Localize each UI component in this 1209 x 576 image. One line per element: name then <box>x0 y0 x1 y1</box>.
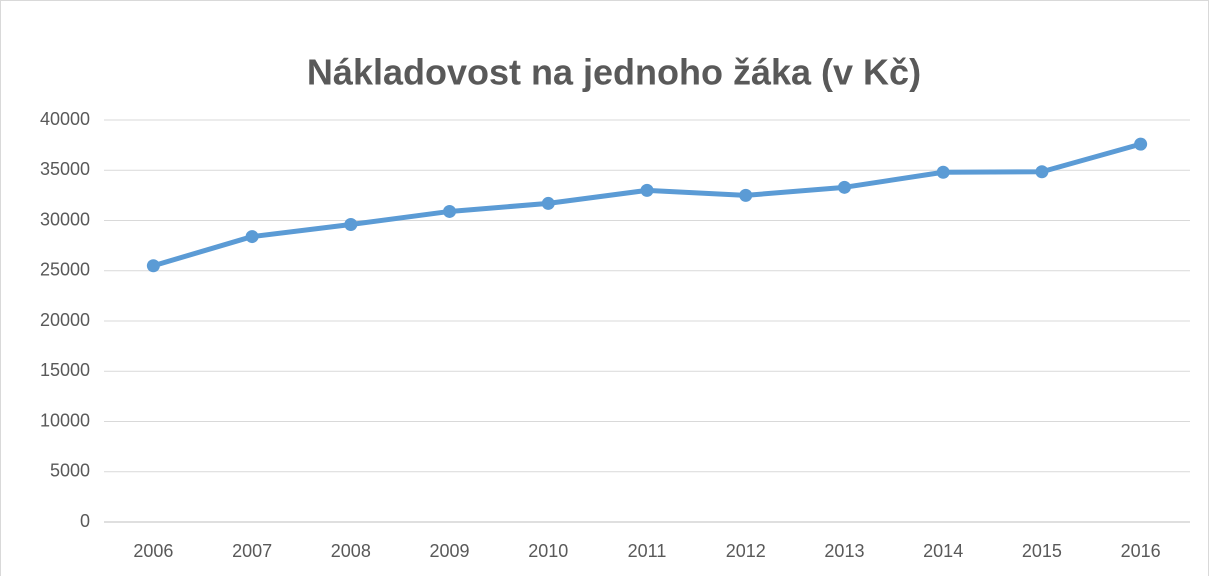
y-tick-label: 30000 <box>40 209 90 229</box>
y-tick-label: 10000 <box>40 410 90 430</box>
data-point <box>245 230 259 244</box>
x-tick-label: 2012 <box>726 541 766 561</box>
y-tick-label: 20000 <box>40 310 90 330</box>
y-tick-label: 15000 <box>40 360 90 380</box>
y-tick-label: 25000 <box>40 260 90 280</box>
x-tick-label: 2013 <box>824 541 864 561</box>
x-tick-label: 2015 <box>1022 541 1062 561</box>
data-point <box>1134 137 1148 151</box>
x-tick-label: 2014 <box>923 541 963 561</box>
data-point <box>146 259 160 273</box>
data-point <box>1035 165 1049 179</box>
x-tick-label: 2016 <box>1121 541 1161 561</box>
x-tick-label: 2011 <box>628 541 667 561</box>
y-tick-label: 40000 <box>40 109 90 129</box>
data-point <box>936 165 950 179</box>
x-tick-label: 2008 <box>331 541 371 561</box>
x-tick-label: 2009 <box>430 541 470 561</box>
y-tick-label: 0 <box>80 511 90 531</box>
data-point <box>739 188 753 202</box>
x-tick-label: 2007 <box>232 541 272 561</box>
y-tick-label: 5000 <box>50 461 90 481</box>
y-tick-label: 35000 <box>40 159 90 179</box>
data-point <box>640 183 654 197</box>
data-point <box>344 218 358 232</box>
chart-title: Nákladovost na jednoho žáka (v Kč) <box>307 52 921 93</box>
data-point <box>837 180 851 194</box>
x-tick-label: 2006 <box>133 541 173 561</box>
data-point <box>541 196 555 210</box>
x-tick-label: 2010 <box>528 541 568 561</box>
data-point <box>443 204 457 218</box>
